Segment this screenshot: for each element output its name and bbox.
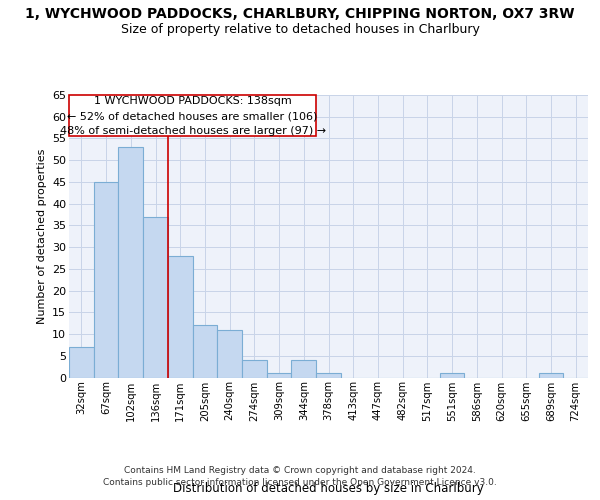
Bar xyxy=(193,326,217,378)
Bar xyxy=(292,360,316,378)
Bar xyxy=(242,360,267,378)
Y-axis label: Number of detached properties: Number of detached properties xyxy=(37,148,47,324)
Bar xyxy=(118,147,143,378)
Text: Contains HM Land Registry data © Crown copyright and database right 2024.
Contai: Contains HM Land Registry data © Crown c… xyxy=(103,466,497,487)
FancyBboxPatch shape xyxy=(69,95,316,136)
Bar xyxy=(69,347,94,378)
Bar xyxy=(316,373,341,378)
Bar xyxy=(267,373,292,378)
Text: 1, WYCHWOOD PADDOCKS, CHARLBURY, CHIPPING NORTON, OX7 3RW: 1, WYCHWOOD PADDOCKS, CHARLBURY, CHIPPIN… xyxy=(25,8,575,22)
Text: 1 WYCHWOOD PADDOCKS: 138sqm
← 52% of detached houses are smaller (106)
48% of se: 1 WYCHWOOD PADDOCKS: 138sqm ← 52% of det… xyxy=(59,96,326,136)
Text: Size of property relative to detached houses in Charlbury: Size of property relative to detached ho… xyxy=(121,22,479,36)
Bar xyxy=(539,373,563,378)
Text: Distribution of detached houses by size in Charlbury: Distribution of detached houses by size … xyxy=(173,482,484,495)
Bar xyxy=(217,330,242,378)
Bar xyxy=(143,216,168,378)
Bar xyxy=(168,256,193,378)
Bar xyxy=(440,373,464,378)
Bar xyxy=(94,182,118,378)
